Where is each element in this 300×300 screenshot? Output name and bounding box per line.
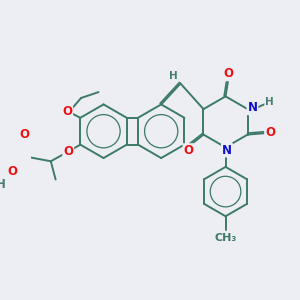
Text: O: O: [265, 126, 275, 139]
Text: O: O: [224, 67, 234, 80]
Text: H: H: [169, 71, 177, 81]
Text: H: H: [265, 97, 274, 107]
Text: O: O: [62, 105, 72, 118]
Text: CH₃: CH₃: [214, 233, 237, 243]
Text: O: O: [7, 165, 17, 178]
Text: O: O: [63, 145, 73, 158]
Text: N: N: [222, 143, 232, 157]
Text: N: N: [248, 101, 257, 114]
Text: H: H: [0, 178, 6, 191]
Text: O: O: [20, 128, 29, 141]
Text: O: O: [184, 144, 194, 157]
